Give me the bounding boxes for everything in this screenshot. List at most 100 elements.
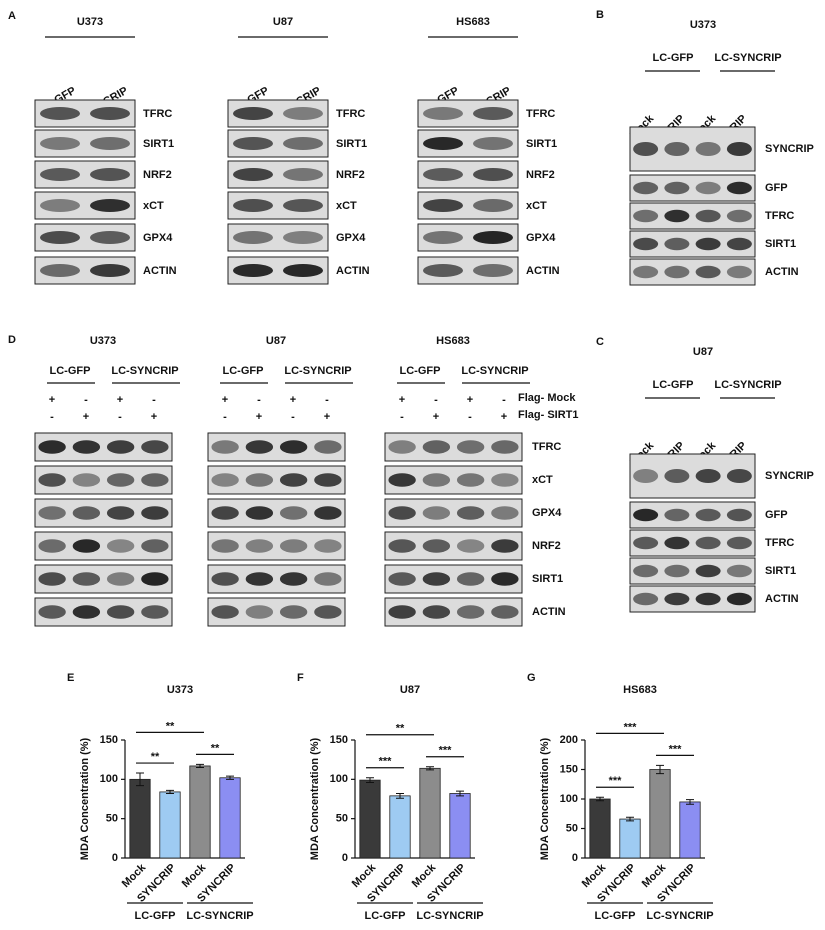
treatment-sign: - [223, 411, 227, 423]
bar [449, 793, 471, 859]
bar [129, 778, 151, 859]
band [633, 536, 659, 550]
protein-label: NRF2 [526, 169, 555, 181]
group-label: LC-GFP [365, 910, 406, 922]
band [314, 572, 342, 586]
y-tick-label: 200 [560, 734, 578, 746]
protein-label: GFP [765, 509, 788, 521]
protein-label: GPX4 [143, 232, 173, 244]
band [726, 265, 752, 279]
group-label: LC-SYNCRIP [714, 52, 781, 64]
error-bar [136, 772, 144, 787]
protein-label: TFRC [526, 108, 555, 120]
band [245, 473, 274, 487]
band [695, 181, 721, 195]
protein-label: xCT [143, 200, 164, 212]
treatment-sign: - [291, 411, 295, 423]
treatment-sign: + [151, 411, 157, 423]
band [491, 506, 519, 520]
band [664, 469, 690, 483]
band [211, 440, 239, 454]
band [664, 142, 690, 156]
band [314, 440, 342, 454]
band [456, 572, 485, 586]
band [422, 572, 451, 586]
y-axis-label: MDA Concentration (%) [309, 737, 321, 860]
band [211, 506, 239, 520]
treatment-sign: - [84, 394, 88, 406]
y-tick-label: 100 [330, 773, 348, 785]
band [90, 168, 130, 181]
band [491, 605, 519, 619]
significance-label: ** [396, 723, 405, 735]
band [72, 605, 101, 619]
band [314, 605, 342, 619]
band [633, 508, 659, 522]
treatment-sign: + [433, 411, 439, 423]
band [422, 605, 451, 619]
band [211, 473, 239, 487]
cell-label: U87 [693, 346, 713, 358]
band [388, 539, 416, 553]
y-tick-label: 0 [342, 852, 348, 864]
protein-label: NRF2 [336, 169, 365, 181]
band [664, 237, 690, 251]
band [72, 572, 101, 586]
band [726, 181, 752, 195]
band [283, 231, 323, 244]
band [279, 506, 308, 520]
band [40, 199, 80, 212]
protein-label: TFRC [765, 210, 794, 222]
band [141, 440, 169, 454]
significance-label: ** [166, 720, 175, 732]
band [695, 142, 721, 156]
band [726, 564, 752, 578]
protein-label: NRF2 [532, 540, 561, 552]
bar [619, 818, 641, 859]
chart-title: U87 [400, 684, 420, 696]
band [106, 506, 135, 520]
band [90, 107, 130, 120]
treatment-sign: + [290, 394, 296, 406]
band [211, 605, 239, 619]
panel-letter: D [8, 334, 16, 346]
band [664, 536, 690, 550]
band [90, 137, 130, 150]
band [233, 264, 273, 277]
band [633, 181, 659, 195]
band [72, 506, 101, 520]
protein-label: ACTIN [765, 266, 799, 278]
protein-label: xCT [532, 474, 553, 486]
group-label: LC-SYNCRIP [714, 379, 781, 391]
band [473, 137, 513, 150]
band [726, 237, 752, 251]
band [633, 142, 659, 156]
band [90, 199, 130, 212]
significance-label: *** [439, 745, 453, 757]
group-label: LC-GFP [50, 365, 91, 377]
y-tick-label: 50 [106, 813, 118, 825]
treatment-sign: - [257, 394, 261, 406]
band [664, 564, 690, 578]
band [388, 440, 416, 454]
group-label: LC-SYNCRIP [416, 910, 483, 922]
panel-letter: C [596, 336, 604, 348]
band [233, 107, 273, 120]
error-bar [686, 799, 694, 805]
band [664, 181, 690, 195]
panel-letter: A [8, 10, 16, 22]
protein-label: xCT [526, 200, 547, 212]
protein-label: SIRT1 [765, 238, 796, 250]
band [141, 605, 169, 619]
protein-label: ACTIN [143, 265, 177, 277]
band [726, 592, 752, 606]
band [473, 168, 513, 181]
band [90, 231, 130, 244]
band [473, 264, 513, 277]
treatment-sign: + [222, 394, 228, 406]
band [38, 572, 66, 586]
band [695, 536, 721, 550]
treatment-sign: + [49, 394, 55, 406]
band [38, 506, 66, 520]
band [695, 508, 721, 522]
